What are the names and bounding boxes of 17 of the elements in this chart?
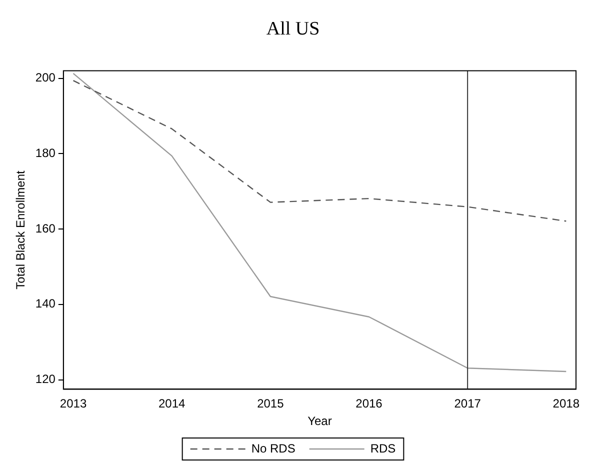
y-axis-title: Total Black Enrollment [14,170,28,290]
y-tick-label: 120 [35,372,56,386]
y-tick-label: 180 [35,146,56,160]
x-tick-label: 2016 [356,396,383,411]
x-tick-label: 2015 [257,396,284,411]
legend-label: RDS [370,441,396,456]
y-tick-label: 140 [35,296,56,311]
x-tick-label: 2013 [60,396,87,411]
legend-label: No RDS [251,441,296,456]
x-tick-label: 2017 [454,396,482,411]
x-axis-title: Year [308,414,332,428]
x-tick-label: 2018 [552,396,580,411]
y-tick-label: 160 [35,221,56,236]
x-tick-label: 2014 [158,396,186,411]
line-series [72,80,567,222]
y-tick-label: 200 [35,70,56,85]
chart-title: All US [266,18,320,40]
